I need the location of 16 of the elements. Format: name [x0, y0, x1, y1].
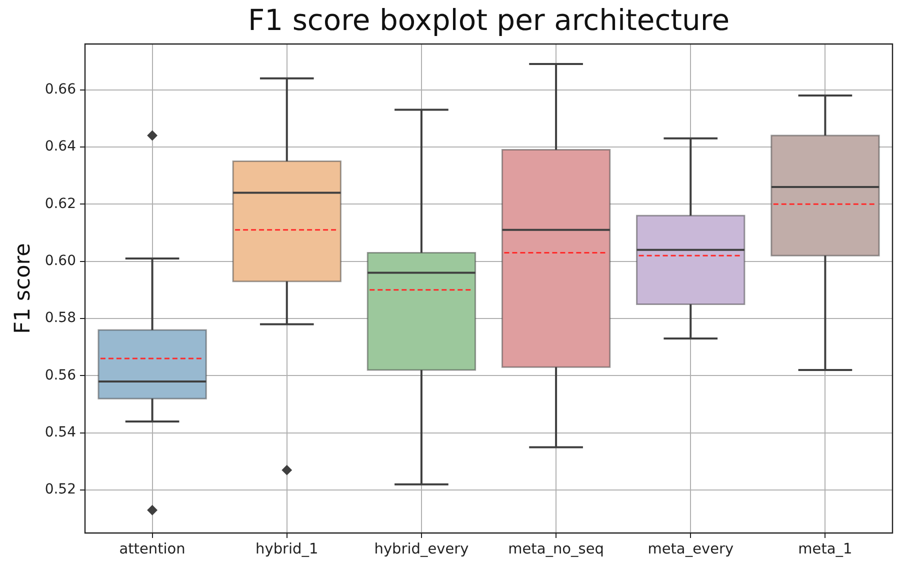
- y-tick-label: 0.60: [44, 252, 76, 269]
- x-tick-label: meta_1: [798, 541, 852, 558]
- y-tick-label: 0.62: [44, 196, 76, 212]
- chart-title: F1 score boxplot per architecture: [248, 2, 730, 37]
- x-tick-label: meta_every: [648, 541, 734, 558]
- x-tick-label: meta_no_seq: [508, 541, 604, 558]
- x-tick-label: hybrid_1: [256, 541, 318, 558]
- y-tick-label: 0.66: [44, 81, 76, 98]
- y-tick-label: 0.54: [44, 424, 76, 441]
- x-tick-label: hybrid_every: [374, 541, 470, 558]
- y-tick-label: 0.58: [44, 310, 76, 326]
- y-tick-label: 0.52: [44, 482, 76, 498]
- x-tick-label: attention: [119, 541, 186, 558]
- y-axis-title: F1 score: [10, 243, 36, 334]
- y-tick-label: 0.64: [44, 138, 76, 155]
- y-tick-label: 0.56: [44, 367, 76, 384]
